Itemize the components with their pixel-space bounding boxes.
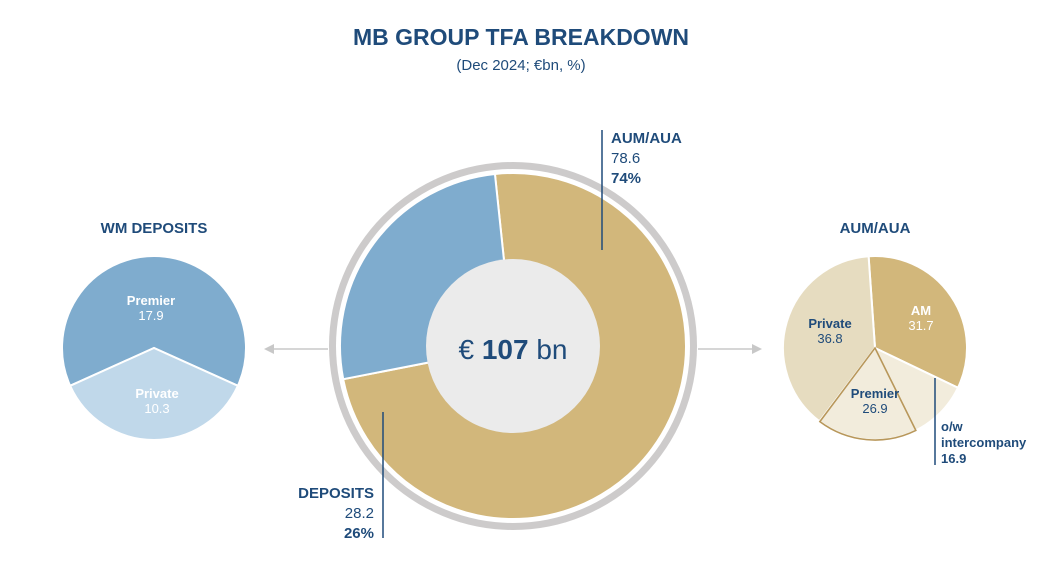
aum-slice-am: [867, 255, 968, 390]
center-currency: €: [458, 334, 474, 365]
aum-slice-intercompany-outline: [818, 346, 917, 441]
aum-premier-label: Premier: [851, 386, 899, 401]
aum-callout-value: 78.6: [611, 150, 640, 167]
chart-title: MB GROUP TFA BREAKDOWN: [353, 24, 689, 50]
intercompany-value: 16.9: [941, 451, 966, 466]
center-amount: 107: [482, 334, 529, 365]
center-total: € 107 bn: [458, 334, 567, 365]
aum-callout-pct: 74%: [611, 170, 641, 187]
aum-aua-title: AUM/AUA: [840, 220, 911, 237]
intercompany-label-1: o/w: [941, 419, 964, 434]
aum-am-label: AM: [911, 303, 931, 318]
chart-subtitle: (Dec 2024; €bn, %): [456, 57, 585, 74]
intercompany-label-2: intercompany: [941, 435, 1027, 450]
wm-premier-label: Premier: [127, 293, 175, 308]
aum-private-value: 36.8: [817, 331, 842, 346]
aum-premier-value: 26.9: [862, 401, 887, 416]
deposits-callout-value: 28.2: [345, 505, 374, 522]
wm-slice-private: [68, 346, 240, 441]
wm-private-value: 10.3: [144, 401, 169, 416]
wm-private-label: Private: [135, 386, 178, 401]
right-arrow: [698, 344, 762, 354]
center-unit: bn: [536, 334, 567, 365]
donut-center-hole: [426, 259, 600, 433]
aum-slice-private: [782, 255, 877, 423]
wm-slice-premier: [61, 255, 247, 388]
aum-private-label: Private: [808, 316, 851, 331]
wm-deposits-title: WM DEPOSITS: [101, 220, 208, 237]
left-arrow: [264, 344, 328, 354]
main-donut: [329, 162, 697, 530]
aum-am-value: 31.7: [908, 318, 933, 333]
aum-callout-label: AUM/AUA: [611, 130, 682, 147]
deposits-callout-label: DEPOSITS: [298, 485, 374, 502]
deposits-callout-pct: 26%: [344, 525, 374, 542]
wm-premier-value: 17.9: [138, 308, 163, 323]
